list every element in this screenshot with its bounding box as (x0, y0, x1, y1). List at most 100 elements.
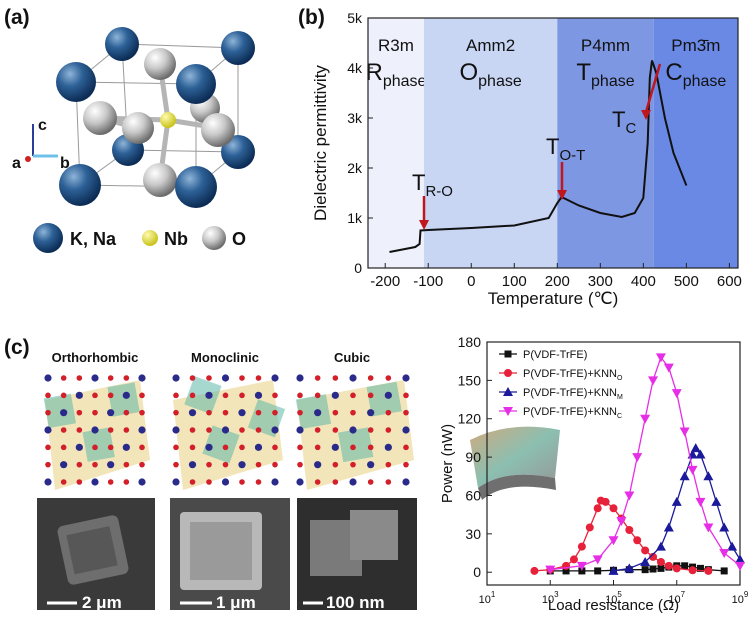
marker (562, 567, 570, 575)
atom (349, 426, 357, 434)
scale-bar: 1 μm (216, 593, 256, 612)
legend-label: P(VDF-TrFE)+KNNM (523, 387, 623, 401)
atom (350, 409, 356, 416)
atom (350, 461, 356, 468)
y-tick-label: 60 (465, 487, 481, 503)
atom (271, 426, 279, 434)
phase-region (653, 18, 738, 268)
x-tick-label: -100 (413, 273, 443, 290)
tick-base: 0 (467, 273, 475, 290)
region-phase: Tphase (576, 59, 634, 90)
marker (578, 567, 586, 575)
tick-base: 500 (674, 273, 699, 290)
crystal-structure (25, 27, 255, 208)
sem-images (37, 498, 417, 610)
annotation: TO-T (546, 134, 585, 164)
atom (297, 461, 303, 468)
annotation-arrowhead (557, 190, 567, 200)
y-tick-label: 30 (465, 526, 481, 542)
octahedron (338, 427, 374, 463)
y-tick-label: 1k (347, 210, 363, 226)
atom (403, 461, 409, 468)
atom (239, 479, 245, 485)
tick-base: 300 (588, 273, 613, 290)
atom (189, 375, 196, 381)
legend-marker (503, 407, 513, 416)
marker (545, 565, 556, 575)
atom (173, 461, 179, 468)
marker (719, 549, 730, 559)
structure-title: Cubic (334, 350, 370, 365)
atom (367, 444, 374, 451)
atom (367, 409, 375, 417)
atom (123, 461, 130, 468)
legend-name: P(VDF-TrFE)+KNN (523, 368, 617, 380)
plot-frame (367, 17, 739, 269)
atom (60, 461, 68, 469)
marker (679, 471, 690, 481)
atom (172, 426, 180, 434)
phase-letter: O (459, 59, 478, 86)
octahedron (295, 394, 332, 430)
marker (632, 453, 643, 463)
atom (297, 444, 303, 451)
structure-title: Orthorhombic (52, 350, 139, 365)
y-tick-label: 0 (473, 564, 481, 580)
atom (107, 375, 114, 381)
atom (107, 427, 114, 433)
atom (350, 444, 356, 451)
x-tick-label: -200 (370, 273, 400, 290)
atom (76, 375, 83, 381)
atom (221, 374, 230, 382)
legend-name: P(VDF-TrFE) (523, 349, 587, 361)
atom (206, 375, 212, 381)
marker (655, 353, 666, 363)
annotation-sub: O-T (559, 147, 585, 164)
marker (624, 563, 635, 573)
marker (695, 497, 706, 507)
marker (681, 562, 689, 570)
x-tick-label: 600 (717, 273, 742, 290)
atom (76, 461, 83, 468)
x-tick-label: 107 (668, 590, 685, 606)
marker (641, 546, 650, 555)
atom (296, 478, 304, 486)
atom (314, 461, 322, 469)
annotation-sub: R-O (425, 183, 453, 200)
atom (272, 461, 278, 468)
legend-text: K, Na (70, 229, 117, 249)
structure-drawings (43, 374, 414, 490)
atom (139, 392, 145, 399)
atom (332, 479, 339, 485)
marker (609, 504, 618, 513)
atom (239, 427, 245, 433)
atom (255, 409, 262, 416)
marker (592, 555, 603, 565)
x-tick-label: 100 (502, 273, 527, 290)
marker (608, 565, 619, 575)
y-tick-label: 5k (347, 10, 363, 26)
atom (367, 479, 374, 485)
tick-base: 10 (732, 594, 744, 606)
annotation-main: T (546, 134, 559, 159)
atom (138, 426, 146, 434)
marker (530, 566, 539, 575)
marker (657, 564, 665, 572)
atom (123, 409, 130, 416)
atom (238, 409, 246, 417)
tick-base: 10 (542, 594, 554, 606)
marker (695, 449, 706, 459)
octahedron (43, 393, 77, 428)
marker (696, 564, 704, 572)
axis-letter: a (12, 155, 21, 172)
structure-title: Monoclinic (191, 350, 259, 365)
atom (206, 409, 212, 416)
data-line (534, 499, 709, 572)
atom (76, 409, 83, 416)
atom (239, 392, 245, 399)
atom (255, 479, 262, 485)
marker (671, 496, 682, 506)
atom (402, 426, 410, 434)
atom (271, 478, 279, 486)
marker (656, 557, 665, 566)
